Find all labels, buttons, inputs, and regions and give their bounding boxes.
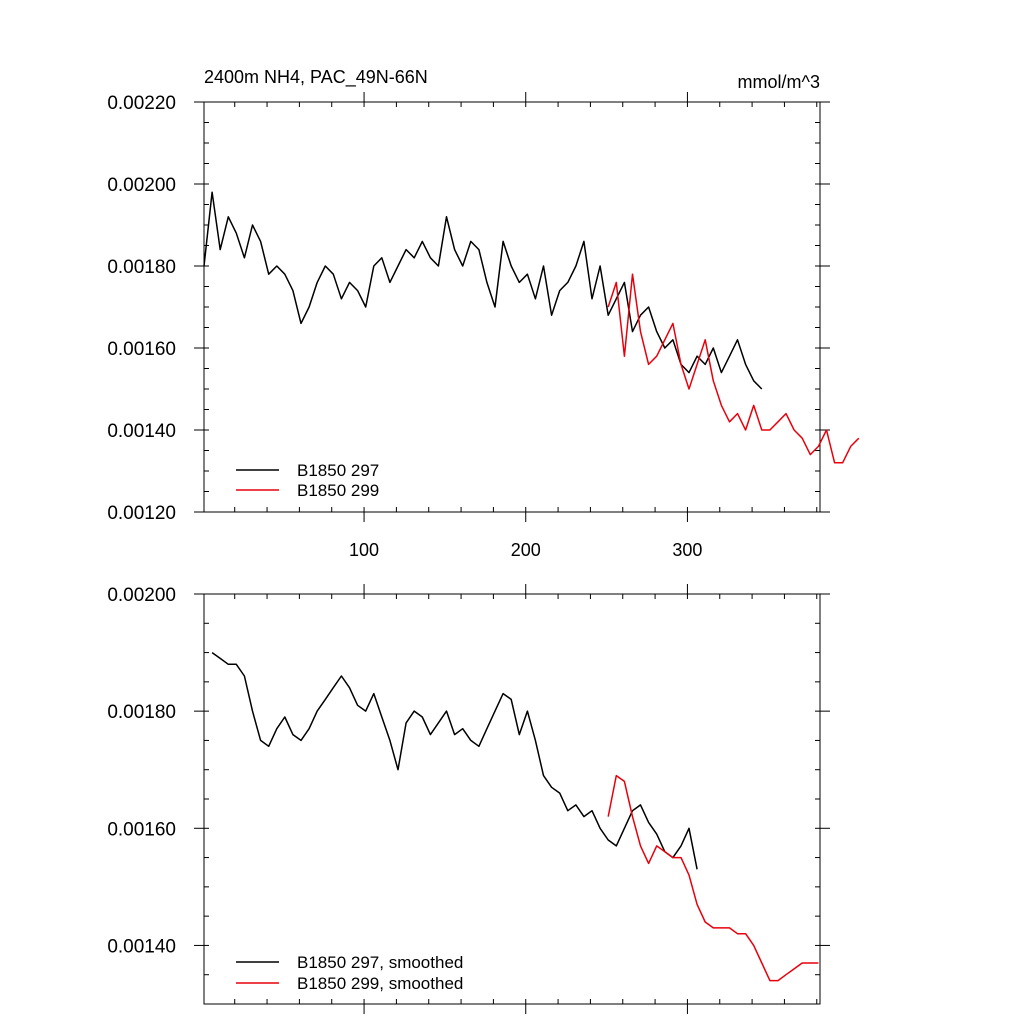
series-line: [607, 273, 860, 464]
y-tick-label: 0.00200: [107, 585, 176, 606]
series-line: [203, 191, 763, 390]
y-tick-label: 0.00220: [107, 93, 176, 114]
top-panel: 100 200 300 0.00120 0.00140 0.00160 0.00180 0.0…: [107, 92, 860, 560]
plot-frame: [203, 593, 821, 1005]
series-line: [607, 774, 819, 982]
legend-label: B1850 297, smoothed: [297, 953, 463, 972]
bottom-panel: 0.00140 0.00160 0.00180 0.00200 B1850 297, s…: [107, 584, 830, 1014]
legend-label: B1850 299: [297, 481, 379, 500]
y-tick-label: 0.00120: [107, 503, 176, 524]
y-tick-label: 0.00160: [107, 819, 176, 840]
units-label: mmol/m^3: [738, 72, 820, 92]
figure-title: 2400m NH4, PAC_49N-66N: [204, 67, 428, 88]
x-tick-label: 300: [672, 540, 702, 560]
y-tick-label: 0.00180: [107, 702, 176, 723]
legend-label: B1850 299, smoothed: [297, 974, 463, 993]
y-tick-label: 0.00140: [107, 421, 176, 442]
x-tick-label: 100: [349, 540, 379, 560]
series-line: [211, 651, 698, 870]
x-tick-label: 200: [511, 540, 541, 560]
y-tick-label: 0.00140: [107, 936, 176, 957]
y-tick-label: 0.00160: [107, 339, 176, 360]
y-tick-label: 0.00200: [107, 175, 176, 196]
y-tick-label: 0.00180: [107, 257, 176, 278]
legend-label: B1850 297: [297, 461, 379, 480]
